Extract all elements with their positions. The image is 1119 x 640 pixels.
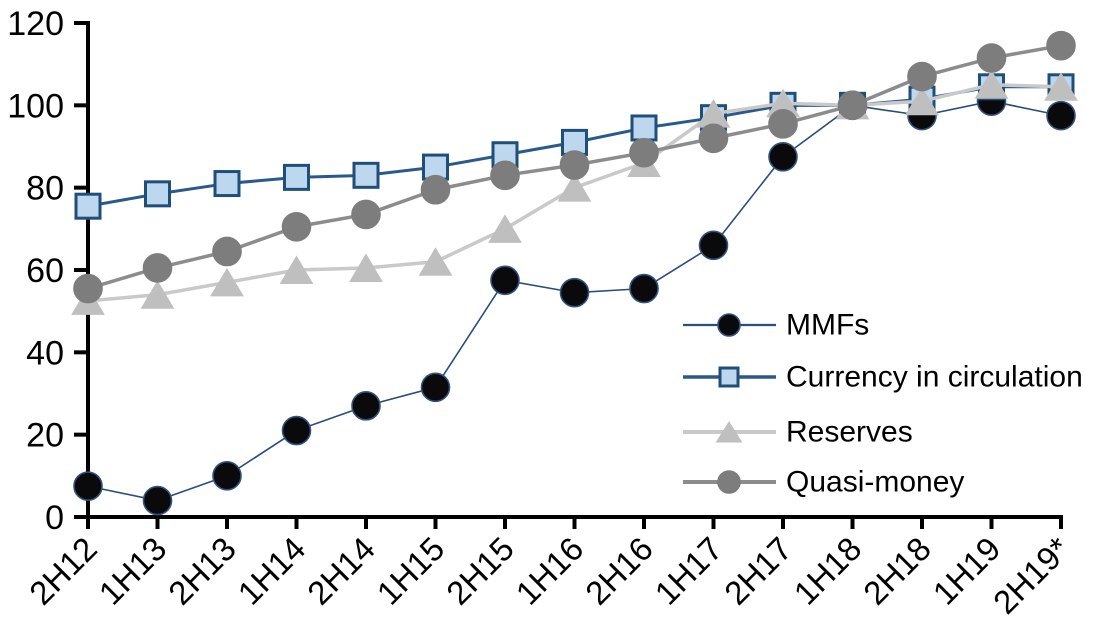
legend-item-currency-in-circulation: Currency in circulation: [683, 361, 1083, 394]
y-tick-label: 60: [26, 252, 64, 290]
series-quasi-money-marker: [281, 211, 312, 242]
series-quasi-money-marker: [212, 236, 242, 267]
series-currency-in-circulation-marker: [74, 192, 102, 220]
y-tick-label: 40: [26, 334, 64, 372]
x-tick-label: 2H19*: [986, 530, 1077, 621]
series-currency-in-circulation-marker: [352, 161, 380, 189]
series-quasi-money-marker: [837, 90, 868, 121]
y-tick-label: 80: [26, 170, 64, 208]
y-tick-label: 100: [7, 87, 64, 125]
series-mmfs-marker: [1046, 100, 1076, 131]
legend-item-quasi-money: Quasi-money: [683, 466, 964, 499]
legend-label-mmfs: MMFs: [786, 309, 869, 342]
series-quasi-money-marker: [768, 109, 798, 139]
series-reserves-marker: [210, 267, 244, 297]
series-mmfs-marker: [420, 372, 451, 403]
x-tick-label: 2H18: [856, 530, 938, 612]
series-reserves-marker: [349, 253, 383, 282]
series-quasi-money-marker: [420, 174, 451, 205]
series-reserves-marker: [418, 247, 453, 276]
series-mmfs-marker: [351, 391, 381, 421]
series-reserves-marker: [140, 280, 175, 309]
x-tick-label: 2H15: [439, 530, 521, 612]
legend-marker-quasi-money: [717, 470, 741, 494]
x-tick-label: 2H12: [22, 530, 104, 612]
legend-label-reserves: Reserves: [786, 416, 913, 449]
series-quasi-money-marker: [1046, 30, 1076, 61]
series-quasi-money-marker: [490, 160, 520, 191]
x-tick-label: 1H18: [787, 530, 869, 612]
legend-marker-reserves: [715, 421, 743, 443]
series-currency-in-circulation-marker: [283, 163, 310, 191]
series-mmfs-marker: [73, 471, 103, 501]
series-reserves-marker: [905, 86, 939, 116]
series-reserves-marker: [557, 173, 592, 202]
series-reserves-marker: [488, 214, 522, 243]
series-mmfs-marker: [629, 273, 659, 304]
series-currency-in-circulation-marker: [630, 114, 658, 142]
series-reserves-marker: [974, 70, 1009, 99]
series-currency-in-circulation-marker: [144, 180, 171, 208]
series-quasi-money-marker: [559, 150, 590, 180]
series-mmfs-marker: [212, 461, 242, 491]
x-tick-label: 1H16: [509, 530, 591, 612]
x-tick-label: 1H13: [92, 530, 174, 612]
legend-item-reserves: Reserves: [683, 416, 913, 449]
series-mmfs-marker: [490, 265, 520, 296]
x-tick-label: 2H13: [161, 530, 243, 612]
legend-label-quasi-money: Quasi-money: [786, 466, 964, 499]
series-quasi-money-marker: [142, 253, 173, 283]
y-tick-label: 20: [26, 417, 64, 455]
series-quasi-money-marker: [629, 137, 659, 168]
x-tick-label: 2H16: [578, 530, 660, 612]
series-mmfs-marker: [281, 415, 312, 446]
series-mmfs-marker: [559, 277, 590, 308]
series-mmfs-marker: [698, 230, 729, 261]
series-reserves-marker: [1044, 72, 1078, 101]
series-quasi-money-marker: [976, 43, 1007, 73]
x-tick-label: 2H14: [300, 530, 382, 612]
y-tick-label: 0: [45, 499, 64, 537]
legend-marker-mmfs: [717, 313, 741, 337]
x-tick-label: 2H17: [717, 530, 799, 612]
series-reserves-marker: [279, 255, 314, 284]
series-currency-in-circulation-marker: [213, 170, 241, 198]
legend-marker-currency-in-circulation: [718, 366, 740, 388]
series-mmfs-marker: [142, 485, 173, 516]
x-tick-label: 1H14: [231, 530, 313, 612]
series-quasi-money-marker: [351, 199, 381, 230]
series-mmfs-marker: [768, 141, 798, 172]
series-quasi-money-marker: [907, 61, 937, 92]
legend-item-mmfs: MMFs: [683, 309, 869, 342]
y-tick-label: 120: [7, 5, 64, 43]
legend-label-currency-in-circulation: Currency in circulation: [786, 361, 1083, 394]
series-quasi-money-marker: [698, 123, 729, 154]
series-quasi-money-marker: [73, 273, 103, 304]
x-tick-label: 1H17: [648, 530, 730, 612]
x-tick-label: 1H15: [370, 530, 452, 612]
